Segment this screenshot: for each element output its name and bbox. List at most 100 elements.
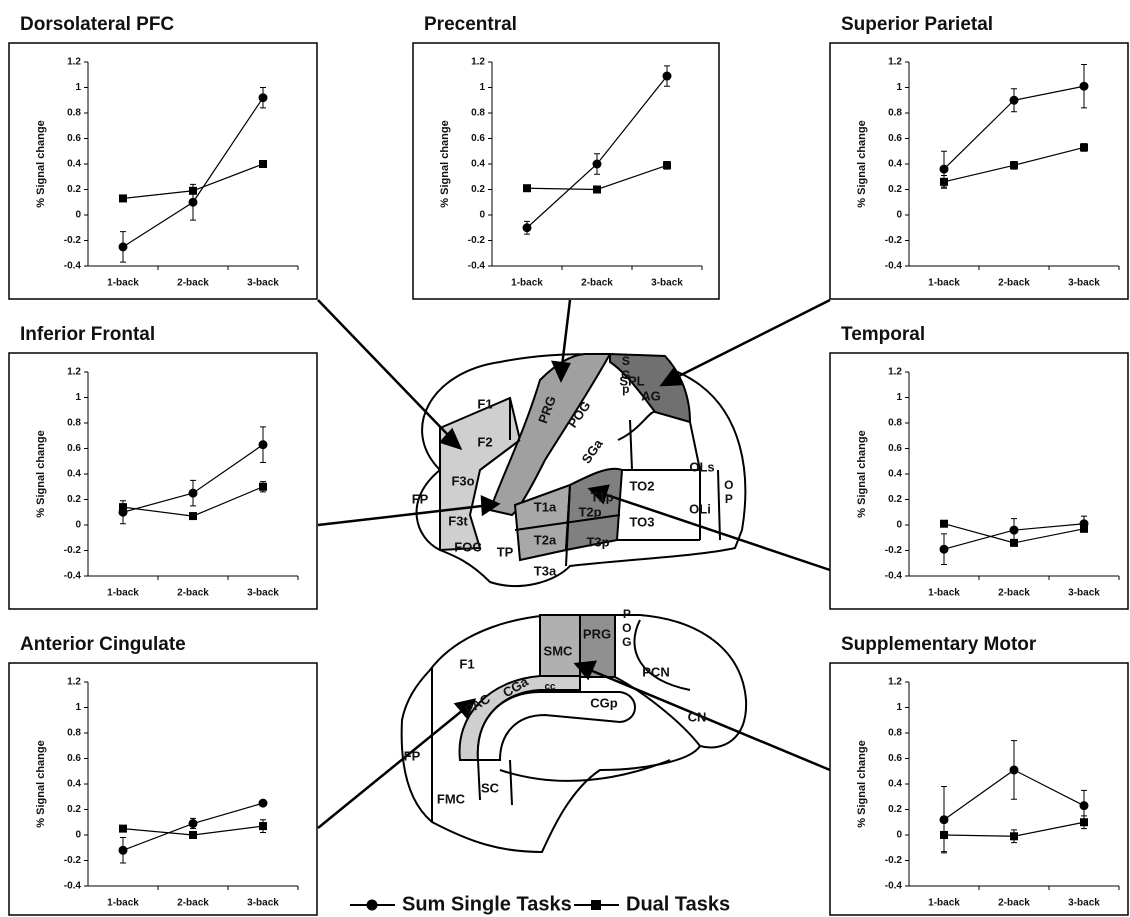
y-tick-label: -0.4: [885, 881, 903, 892]
region-label: F3o: [451, 473, 474, 488]
chart-title: Dorsolateral PFC: [20, 14, 174, 35]
y-tick-label: -0.4: [885, 261, 903, 272]
square-marker: [259, 160, 267, 168]
y-tick-label: 0.8: [67, 728, 81, 739]
y-tick-label: 0.2: [471, 184, 485, 195]
square-marker: [523, 184, 531, 193]
panel-frame: [829, 352, 1129, 610]
y-tick-label: 0: [75, 830, 81, 841]
legend-label: Dual Tasks: [626, 893, 730, 915]
x-tick-label: 3-back: [247, 278, 279, 289]
y-tick-label: 1.2: [471, 57, 485, 68]
y-tick-label: 0.2: [67, 494, 81, 505]
square-marker: [593, 185, 601, 194]
y-tick-label: 0.4: [888, 469, 902, 480]
region-label: TO3: [629, 514, 654, 529]
region-label: FMC: [437, 791, 466, 806]
y-tick-label: -0.4: [64, 881, 82, 892]
square-marker: [1010, 161, 1018, 170]
legend-label: Sum Single Tasks: [402, 893, 572, 915]
square-marker: [189, 512, 197, 521]
region-label: PRG: [583, 626, 611, 641]
y-tick-label: 1: [75, 82, 81, 93]
square-marker: [119, 824, 127, 833]
chart-title: Inferior Frontal: [20, 324, 155, 345]
region-label: T2a: [534, 532, 557, 547]
y-tick-label: 0.6: [67, 443, 81, 454]
y-tick-label: -0.4: [64, 261, 82, 272]
region-label: T1a: [534, 499, 557, 514]
x-tick-label: 3-back: [1068, 898, 1100, 909]
y-tick-label: 0.6: [888, 753, 902, 764]
y-tick-label: 1: [896, 392, 902, 403]
y-tick-label: -0.4: [64, 571, 82, 582]
y-tick-label: 1: [75, 392, 81, 403]
y-tick-label: 0.2: [67, 804, 81, 815]
circle-marker: [188, 197, 198, 207]
y-axis-label: % Signal change: [35, 120, 47, 207]
chart-title: Anterior Cingulate: [20, 634, 186, 655]
y-tick-label: -0.2: [64, 235, 82, 246]
y-tick-label: 1.2: [888, 677, 902, 688]
medial-sulci: [431, 615, 701, 822]
region-label: TO2: [629, 478, 654, 493]
region-label: T1p: [590, 489, 613, 504]
y-axis-label: % Signal change: [439, 120, 451, 207]
x-tick-label: 2-back: [177, 278, 209, 289]
square-marker: [940, 831, 948, 839]
region-frontal: [439, 396, 522, 552]
legend: Sum Single Tasks Dual Tasks: [350, 893, 730, 915]
region-prg: [488, 353, 612, 517]
y-tick-label: 1.2: [67, 677, 81, 688]
chart-panel: Supplementary Motor % Signal change -0.4 -0…: [829, 634, 1129, 916]
x-tick-label: 1-back: [928, 898, 960, 909]
region-label: CN: [688, 709, 707, 724]
y-tick-label: 0.6: [888, 133, 902, 144]
x-tick-label: 1-back: [928, 278, 960, 289]
y-tick-label: -0.2: [885, 235, 903, 246]
circle-marker: [366, 899, 378, 911]
y-tick-label: -0.2: [64, 855, 82, 866]
chart-title: Temporal: [841, 324, 925, 345]
chart-panel: Inferior Frontal % Signal change -0.4 -0.2 0…: [8, 324, 318, 610]
circle-marker: [118, 845, 128, 855]
x-tick-label: 3-back: [1068, 588, 1100, 599]
y-axis-label: % Signal change: [856, 120, 868, 207]
circle-marker: [939, 164, 949, 174]
x-tick-label: 3-back: [247, 588, 279, 599]
x-tick-label: 2-back: [177, 898, 209, 909]
panel-frame: [8, 662, 318, 916]
y-tick-label: 1.2: [888, 367, 902, 378]
circle-marker: [188, 488, 198, 498]
y-tick-label: 1.2: [888, 57, 902, 68]
region-label: POG: [620, 607, 634, 649]
region-label: TP: [497, 544, 514, 559]
pointer-arrows: [317, 298, 831, 829]
y-tick-label: 0: [896, 210, 902, 221]
y-axis-label: % Signal change: [856, 740, 868, 827]
square-marker: [591, 900, 601, 910]
region-label: F1: [477, 396, 492, 411]
region-label: SC: [481, 780, 500, 795]
chart-panel: Anterior Cingulate % Signal change -0.4 -0.…: [8, 634, 318, 916]
y-tick-label: 1: [896, 702, 902, 713]
region-label: T2p: [578, 504, 601, 519]
circle-marker: [258, 798, 268, 808]
y-tick-label: 0.6: [471, 133, 485, 144]
region-label: OP: [722, 478, 736, 506]
y-tick-label: 0.4: [471, 159, 485, 170]
y-tick-label: 1.2: [67, 367, 81, 378]
y-tick-label: -0.2: [468, 235, 486, 246]
y-tick-label: 0: [896, 830, 902, 841]
y-tick-label: -0.2: [64, 545, 82, 556]
circle-marker: [188, 819, 198, 829]
region-label: PCN: [642, 664, 669, 679]
square-marker: [259, 482, 267, 491]
y-tick-label: 0: [896, 520, 902, 531]
region-label: F2: [477, 434, 492, 449]
square-marker: [1010, 832, 1018, 841]
x-tick-label: 1-back: [107, 588, 139, 599]
y-tick-label: 0: [479, 210, 485, 221]
y-axis-label: % Signal change: [35, 430, 47, 517]
